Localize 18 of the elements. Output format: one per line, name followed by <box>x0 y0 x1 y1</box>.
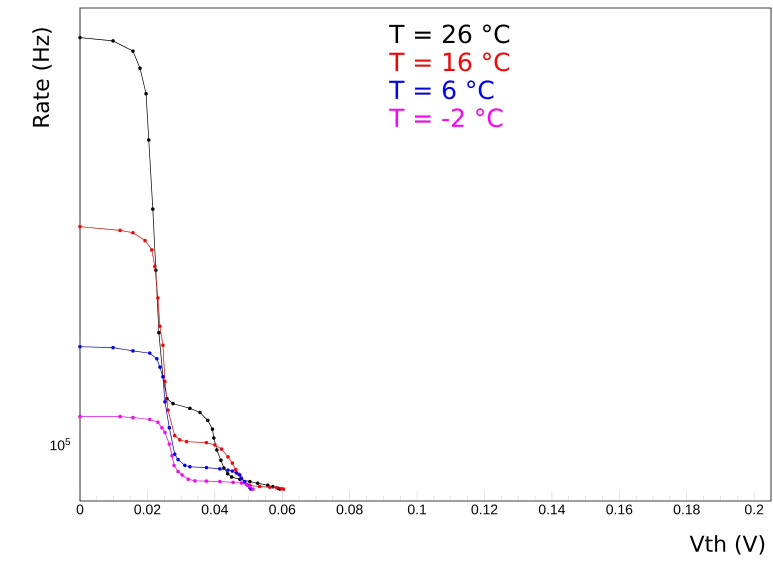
x-tick-label: 0.1 <box>408 504 426 514</box>
x-tick-label: 0.2 <box>745 504 764 514</box>
x-tick-label: 0.08 <box>336 504 363 514</box>
x-tick-label: 0.14 <box>538 504 566 514</box>
text: T = 16 °C <box>389 52 510 72</box>
y-axis-title: Rate (Hz) <box>32 28 52 126</box>
x-tick-label: 0 <box>76 504 84 514</box>
text: T = -2 °C <box>389 108 502 128</box>
x-tick-label: 0.02 <box>134 504 160 514</box>
text: 10$^{5}$ <box>50 438 70 450</box>
x-tick-label: 0.12 <box>471 504 498 514</box>
text: T = 6 °C <box>389 80 494 100</box>
x-axis-title: Vth (V) <box>690 535 764 555</box>
x-tick-label: 0.04 <box>202 504 228 514</box>
x-tick-label: 0.16 <box>606 504 632 514</box>
x-tick-label: 0.06 <box>269 504 296 514</box>
text: T = 26 °C <box>389 24 510 44</box>
x-tick-label: 0.18 <box>674 504 700 514</box>
